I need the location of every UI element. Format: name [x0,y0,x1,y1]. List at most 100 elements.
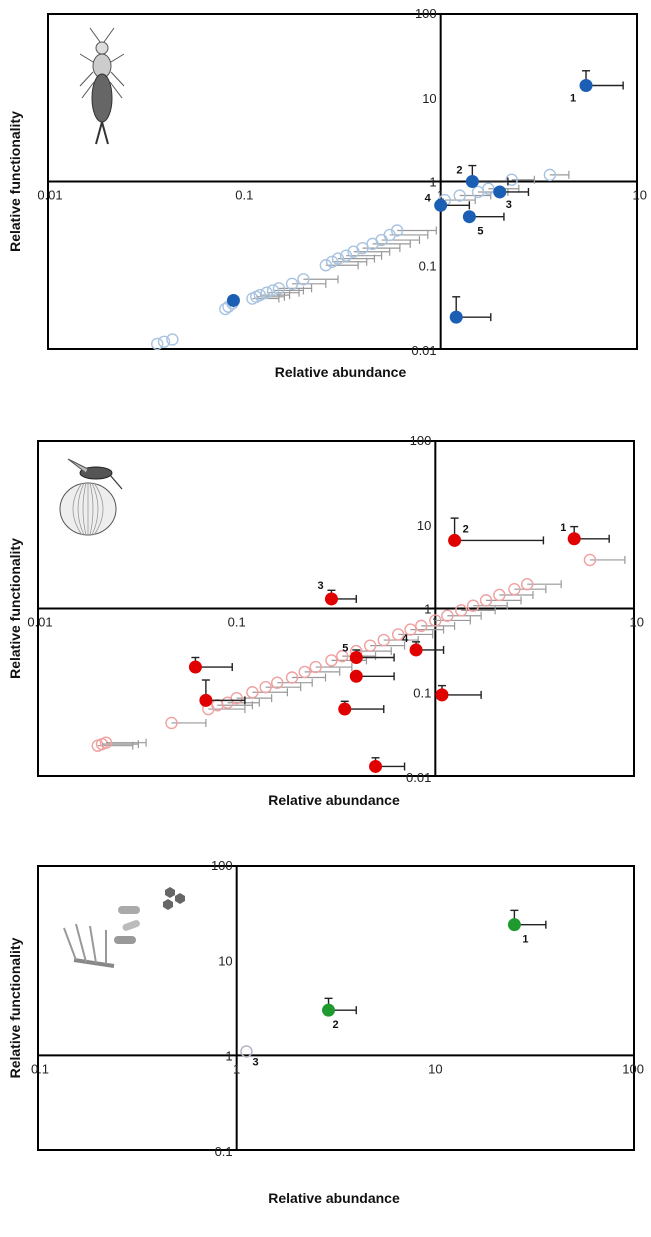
x-tick-label: 0.01 [27,615,52,630]
fungus-conidiophore [63,927,77,961]
y-tick-label: 0.01 [406,770,431,785]
onion-stripe [89,482,94,536]
earwig-abdomen [91,73,113,123]
background-point [99,736,113,749]
point-label: 4 [425,192,432,204]
highlighted-point [322,1003,336,1017]
x-tick-label: 10 [633,188,647,203]
background-point [466,599,480,612]
background-point [455,604,468,617]
background-point [325,654,338,667]
onion-stripe [72,482,83,536]
highlighted-point [448,533,462,547]
bacterium [118,906,140,914]
point-label: 5 [477,226,483,238]
point-label: 2 [333,1019,339,1031]
bacterium [122,920,140,931]
y-tick-label: 0.01 [411,343,436,358]
y-tick-label: 0.1 [215,1144,233,1159]
earwig-antenna [89,27,101,43]
earwig-leg [79,53,94,63]
y-tick-label: 0.1 [419,258,437,273]
microbes-illustration-icon [63,887,185,968]
y-tick-label: 1 [225,1048,232,1063]
background-point [259,680,272,694]
point-label: 3 [506,199,512,211]
background-point [253,288,267,302]
background-point [336,649,349,663]
plot-frame [37,865,635,1151]
point-label: 5 [342,642,348,654]
x-tick-label: 1 [432,615,439,630]
point-label: 2 [463,523,469,535]
background-point [266,284,280,297]
highlighted-point [338,702,352,716]
earwig-antenna [103,27,115,43]
x-tick-label: 0.1 [235,188,253,203]
highlighted-point [199,693,213,707]
fungus-conidiophore [89,925,97,964]
earwig-head [95,41,109,55]
background-point [543,168,557,182]
x-tick-label: 100 [622,1061,644,1076]
background-point [415,619,428,633]
y-tick-label: 100 [410,433,432,448]
fungus-conidiophore [75,923,87,963]
background-point [271,676,284,689]
earwig-leg [81,81,95,99]
y-tick-label: 100 [211,858,233,873]
background-point [363,639,377,652]
background-point [429,614,442,627]
y-tick-label: 10 [417,518,431,533]
background-point [331,252,345,265]
highlighted-point [449,310,463,324]
highlighted-point [493,185,507,199]
x-axis-title: Relative abundance [275,364,407,380]
earwig-illustration-icon [79,27,125,145]
highlighted-point [579,79,593,93]
earwig-leg [109,81,123,99]
y-tick-label: 0.1 [413,685,431,700]
background-point [272,282,286,295]
background-point [285,671,299,684]
fungus-hypha [73,958,115,968]
background-point [356,241,369,255]
background-point [298,665,311,679]
earwig-leg [110,71,125,87]
x-tick-label: 1 [233,1061,240,1076]
point-label: 1 [560,522,566,534]
background-point [260,286,273,299]
background-point [391,628,405,641]
background-point [246,686,259,699]
background-point [505,173,518,186]
background-point [297,273,310,286]
background-point [441,609,454,622]
onion-stripe [82,482,87,536]
x-tick-label: 0.01 [37,188,62,203]
x-axis-title: Relative abundance [268,1190,400,1206]
onion-stripe [91,482,99,536]
x-tick-label: 0.1 [31,1061,49,1076]
virus-particle [163,899,173,910]
highlighted-point [465,175,479,188]
highlighted-point [369,759,383,773]
background-point [166,333,179,346]
background-point [240,1045,253,1058]
background-point [520,578,534,591]
background-point [493,588,506,602]
x-tick-label: 1 [437,188,444,203]
highlighted-point [507,918,521,932]
y-axis-title: Relative functionality [7,937,23,1078]
background-point [583,553,597,567]
y-tick-label: 10 [218,954,232,969]
highlighted-point [324,592,338,606]
y-tick-label: 10 [422,91,436,106]
earwig-leg [110,53,125,63]
point-label: 3 [317,580,323,592]
background-point [404,623,417,636]
highlighted-point [349,650,363,664]
background-point [157,335,171,348]
bacterium [114,936,136,944]
background-point [285,277,299,291]
